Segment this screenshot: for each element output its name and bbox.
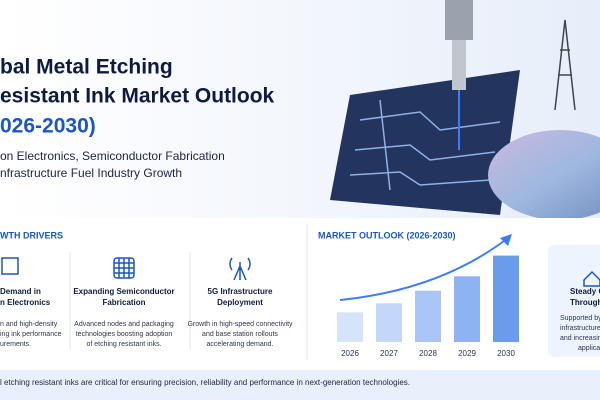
driver-text: ing ink performance: [0, 331, 62, 338]
driver-title: Expanding Semiconductor: [73, 287, 174, 296]
icons: [1, 257, 251, 281]
side-icon: [583, 270, 600, 287]
subtitle-line: on Electronics, Semiconductor Fabricatio…: [0, 149, 225, 163]
driver-text: accelerating demand.: [207, 341, 274, 348]
side-text: Supported by: [560, 315, 600, 322]
driver-text: n and high-density: [0, 321, 58, 328]
chart-title: MARKET OUTLOOK (2026-2030): [318, 230, 456, 240]
driver-title: Demand in: [0, 287, 41, 296]
x-tick-label: 2027: [380, 349, 398, 358]
x-tick-label: 2026: [341, 349, 359, 358]
trend-arrowhead: [500, 234, 512, 246]
footer-text: l etching resistant inks are critical fo…: [0, 378, 410, 387]
bar: [337, 312, 363, 342]
driver-text: Growth in high-speed connectivity: [187, 321, 293, 328]
hero-art: [330, 0, 600, 220]
side-card: [548, 245, 600, 357]
title-line: esistant Ink Market Outlook: [0, 85, 275, 108]
footer-bar: [0, 370, 600, 400]
side-text: applica: [578, 345, 600, 352]
title-line: 026-2030): [0, 115, 96, 138]
x-tick-label: 2028: [419, 349, 437, 358]
driver-title: 5G Infrastructure: [208, 287, 273, 296]
driver-text: technologies boosting adoption: [76, 331, 173, 338]
bar: [376, 303, 402, 342]
driver-text: Advanced nodes and packaging: [74, 321, 174, 328]
bar: [415, 290, 441, 342]
driver-text: urements.: [0, 341, 31, 348]
driver-title: n Electronics: [0, 298, 51, 307]
bar: [493, 255, 519, 342]
x-tick-label: 2029: [458, 349, 476, 358]
side-text: and increasin: [560, 335, 600, 342]
x-tick-label: 2030: [497, 349, 515, 358]
subtitle-line: nfrastructure Fuel Industry Growth: [0, 166, 182, 180]
trend-arrow: [339, 237, 509, 301]
driver-title: Deployment: [217, 298, 263, 307]
bar: [454, 276, 480, 342]
driver-text: and base station rollouts: [202, 331, 278, 338]
title-line: bal Metal Etching: [0, 56, 173, 79]
side-text: infrastructure: [560, 325, 600, 332]
driver-title: Fabrication: [102, 298, 145, 307]
side-title: Through: [570, 298, 600, 307]
driver-text: of etching resistant inks.: [86, 341, 161, 348]
side-title: Steady G: [570, 287, 600, 296]
section-heading: WTH DRIVERS: [0, 230, 63, 240]
